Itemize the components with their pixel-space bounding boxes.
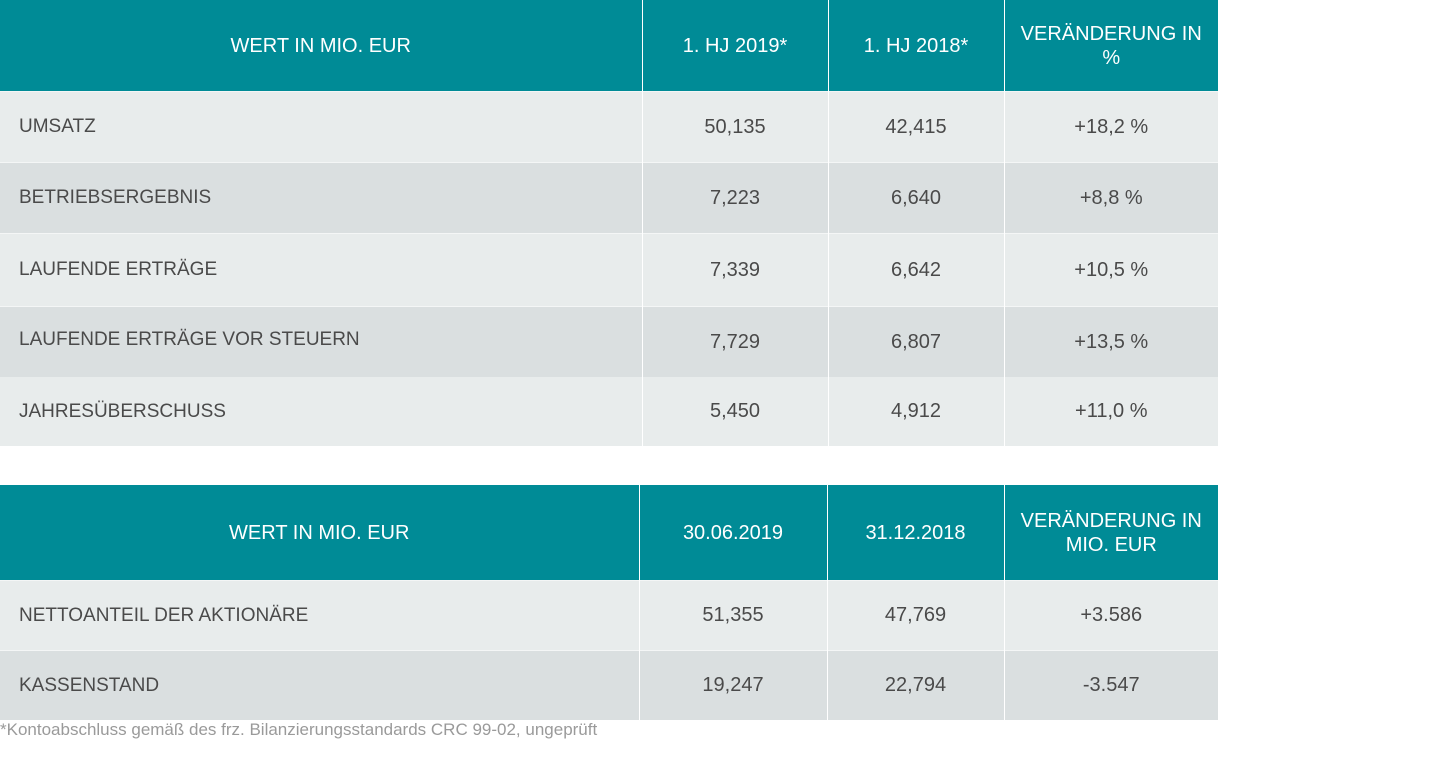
table-header-row: WERT IN MIO. EUR 1. HJ 2019* 1. HJ 2018*…	[0, 0, 1218, 92]
cell-change: -3.547	[1003, 650, 1218, 720]
cell-change: +3.586	[1003, 580, 1218, 651]
column-header-h1-2018: 1. HJ 2018*	[827, 0, 1004, 92]
column-header-change-percent: VERÄNDERUNG IN %	[1003, 0, 1218, 92]
cell-value: 7,339	[641, 233, 828, 307]
row-label: UMSATZ	[0, 91, 642, 163]
cell-value: 6,640	[827, 162, 1004, 234]
row-label: NETTOANTEIL DER AKTIONÄRE	[0, 580, 639, 651]
column-header-change-eur: VERÄNDERUNG IN MIO. EUR	[1003, 485, 1218, 581]
column-header-h1-2019: 1. HJ 2019*	[641, 0, 828, 92]
table-row: NETTOANTEIL DER AKTIONÄRE 51,355 47,769 …	[0, 580, 1218, 651]
footnote: *Kontoabschluss gemäß des frz. Bilanzier…	[0, 720, 598, 739]
results-table-half-year: WERT IN MIO. EUR 1. HJ 2019* 1. HJ 2018*…	[0, 0, 1218, 446]
column-header-value: WERT IN MIO. EUR	[0, 485, 639, 581]
table-row: LAUFENDE ERTRÄGE 7,339 6,642 +10,5 %	[0, 233, 1218, 307]
table-row: LAUFENDE ERTRÄGE VOR STEUERN 7,729 6,807…	[0, 306, 1218, 377]
table-row: KASSENSTAND 19,247 22,794 -3.547	[0, 650, 1218, 720]
row-label: BETRIEBSERGEBNIS	[0, 162, 642, 234]
cell-value: 47,769	[826, 580, 1004, 651]
table-row: JAHRESÜBERSCHUSS 5,450 4,912 +11,0 %	[0, 377, 1218, 446]
row-label: KASSENSTAND	[0, 650, 639, 720]
cell-value: 50,135	[641, 91, 828, 163]
table-row: UMSATZ 50,135 42,415 +18,2 %	[0, 91, 1218, 163]
cell-value: 51,355	[638, 580, 827, 651]
row-label: LAUFENDE ERTRÄGE	[0, 233, 642, 307]
cell-value: 4,912	[827, 377, 1004, 446]
cell-change: +10,5 %	[1003, 233, 1218, 307]
cell-change: +8,8 %	[1003, 162, 1218, 234]
row-label: JAHRESÜBERSCHUSS	[0, 377, 642, 446]
row-label: LAUFENDE ERTRÄGE VOR STEUERN	[0, 306, 642, 377]
column-header-date-2019: 30.06.2019	[638, 485, 827, 581]
cell-value: 42,415	[827, 91, 1004, 163]
cell-change: +18,2 %	[1003, 91, 1218, 163]
cell-change: +11,0 %	[1003, 377, 1218, 446]
table-header-row: WERT IN MIO. EUR 30.06.2019 31.12.2018 V…	[0, 485, 1218, 581]
balance-table: WERT IN MIO. EUR 30.06.2019 31.12.2018 V…	[0, 485, 1218, 720]
cell-value: 6,642	[827, 233, 1004, 307]
cell-value: 6,807	[827, 306, 1004, 377]
cell-value: 7,729	[641, 306, 828, 377]
column-header-date-2018: 31.12.2018	[826, 485, 1004, 581]
cell-value: 5,450	[641, 377, 828, 446]
cell-value: 22,794	[826, 650, 1004, 720]
table-row: BETRIEBSERGEBNIS 7,223 6,640 +8,8 %	[0, 162, 1218, 234]
cell-value: 19,247	[638, 650, 827, 720]
cell-change: +13,5 %	[1003, 306, 1218, 377]
column-header-value: WERT IN MIO. EUR	[0, 0, 642, 92]
cell-value: 7,223	[641, 162, 828, 234]
